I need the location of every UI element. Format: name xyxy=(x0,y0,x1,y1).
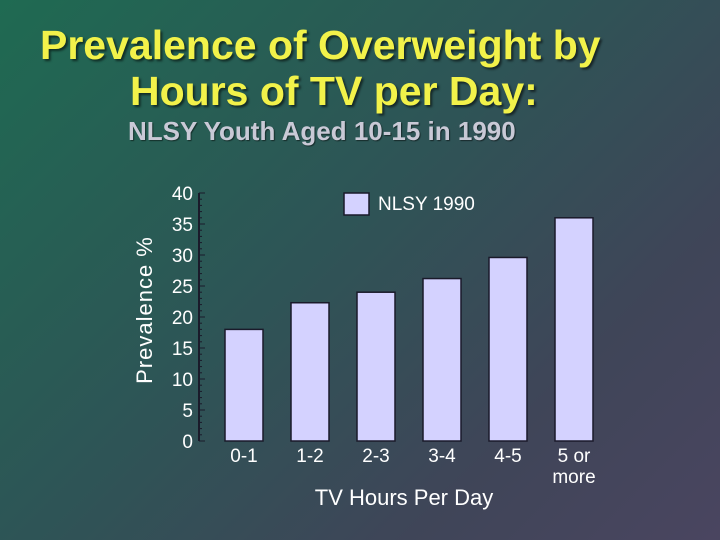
bar-6 xyxy=(554,217,594,442)
y-tick-label: 30 xyxy=(172,246,193,267)
y-tick-label: 5 xyxy=(182,401,193,422)
x-tick-label: 5 or xyxy=(558,446,591,467)
slide-title: Prevalence of Overweight by Hours of TV … xyxy=(40,22,720,114)
title-line-2: Hours of TV per Day: xyxy=(130,68,538,114)
y-tick-label: 0 xyxy=(182,432,193,453)
legend-label: NLSY 1990 xyxy=(378,194,475,215)
legend-swatch xyxy=(343,192,370,216)
x-tick-label: 4-5 xyxy=(494,446,521,467)
slide-subtitle: NLSY Youth Aged 10-15 in 1990 xyxy=(128,116,516,146)
bar-3 xyxy=(356,291,396,442)
bar-1 xyxy=(224,328,264,442)
y-tick-label: 35 xyxy=(172,215,193,236)
y-tick-label: 15 xyxy=(172,339,193,360)
y-tick-label: 10 xyxy=(172,370,193,391)
x-tick-label: more xyxy=(552,467,595,488)
x-axis-title: TV Hours Per Day xyxy=(315,485,494,510)
x-tick-label: 1-2 xyxy=(296,446,323,467)
y-tick-label: 40 xyxy=(172,184,193,205)
title-line-1: Prevalence of Overweight by xyxy=(40,22,601,68)
y-axis: 0 5 10 15 20 25 30 35 40 xyxy=(172,184,205,453)
x-tick-label: 3-4 xyxy=(428,446,456,467)
bar-4 xyxy=(422,277,462,442)
x-tick-label: 2-3 xyxy=(362,446,389,467)
bars-group xyxy=(224,217,594,442)
bar-5 xyxy=(488,256,528,442)
bar-2 xyxy=(290,301,330,442)
y-tick-label: 25 xyxy=(172,277,193,298)
legend: NLSY 1990 xyxy=(343,192,475,216)
y-axis-title: Prevalence % xyxy=(132,236,157,384)
y-tick-label: 20 xyxy=(172,308,193,329)
x-tick-label: 0-1 xyxy=(230,446,257,467)
